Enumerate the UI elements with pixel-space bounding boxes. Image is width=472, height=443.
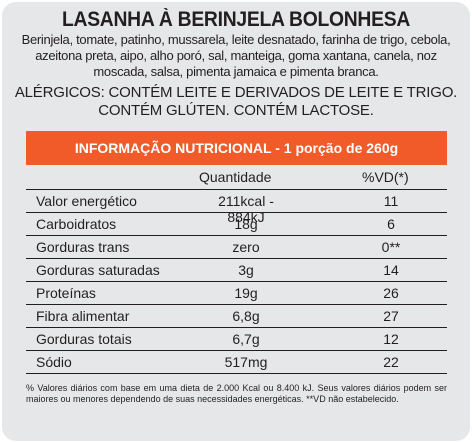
nutrient-quantity: 6,8g xyxy=(232,308,260,324)
nutrient-quantity: 18g xyxy=(234,216,258,232)
nutrient-dv: 11 xyxy=(383,193,399,209)
product-title: LASANHA À BERINJELA BOLONHESA xyxy=(61,8,410,31)
ingredients-list: Berinjela, tomate, patinho, mussarela, l… xyxy=(21,32,451,79)
nutrient-dv: 12 xyxy=(383,331,399,347)
allergen-warning: ALÉRGICOS: CONTÉM LEITE E DERIVADOS DE L… xyxy=(14,84,458,119)
nutrient-quantity: 211kcal - 884kJ xyxy=(218,193,274,225)
nutrient-name: Fibra alimentar xyxy=(36,308,130,324)
nutrient-quantity: 3g xyxy=(238,262,254,278)
nutrient-name: Gorduras trans xyxy=(36,239,130,255)
nutrient-dv: 14 xyxy=(383,262,399,278)
table-row: Gorduras saturadas 3g 14 xyxy=(26,258,447,281)
dv-column-header: %VD(*) xyxy=(362,169,409,185)
row-divider xyxy=(26,327,447,328)
nutrient-name: Sódio xyxy=(36,354,72,370)
nutrient-dv: 27 xyxy=(383,308,399,324)
nutrient-quantity: 517mg xyxy=(224,354,268,370)
nutrient-name: Valor energético xyxy=(36,193,137,209)
row-divider xyxy=(26,235,447,236)
table-row: Carboidratos 18g 6 xyxy=(26,212,447,235)
nutrient-dv: 6 xyxy=(387,216,395,232)
nutrition-info-banner: INFORMAÇÃO NUTRICIONAL - 1 porção de 260… xyxy=(26,131,447,165)
nutrient-name: Gorduras saturadas xyxy=(36,262,160,278)
nutrient-quantity: zero xyxy=(232,239,260,255)
nutrient-name: Carboidratos xyxy=(36,216,117,232)
row-divider xyxy=(26,304,447,305)
nutrient-dv: 26 xyxy=(383,285,399,301)
row-divider xyxy=(26,212,447,213)
nutrient-name: Proteínas xyxy=(36,285,96,301)
table-row: Fibra alimentar 6,8g 27 xyxy=(26,304,447,327)
row-divider xyxy=(26,258,447,259)
row-divider xyxy=(26,189,447,190)
table-row: Gorduras totais 6,7g 12 xyxy=(26,327,447,350)
table-header: Quantidade %VD(*) xyxy=(26,165,447,189)
nutrient-name: Gorduras totais xyxy=(36,331,132,347)
row-divider xyxy=(26,350,447,351)
table-row: Proteínas 19g 26 xyxy=(26,281,447,304)
nutrient-dv: 0** xyxy=(381,239,401,255)
footnote: % Valores diários com base em uma dieta … xyxy=(26,383,447,404)
nutrient-quantity: 6,7g xyxy=(232,331,260,347)
nutrient-dv: 22 xyxy=(383,354,399,370)
quantity-column-header: Quantidade xyxy=(199,169,272,185)
nutrient-quantity: 19g xyxy=(234,285,258,301)
table-row: Gorduras trans zero 0** xyxy=(26,235,447,258)
row-divider xyxy=(26,281,447,282)
nutrition-table: Quantidade %VD(*) Valor energético 211kca… xyxy=(26,165,447,374)
table-row: Valor energético 211kcal - 884kJ 11 xyxy=(26,189,447,225)
table-row: Sódio 517mg 22 xyxy=(26,350,447,373)
row-divider xyxy=(26,373,447,374)
